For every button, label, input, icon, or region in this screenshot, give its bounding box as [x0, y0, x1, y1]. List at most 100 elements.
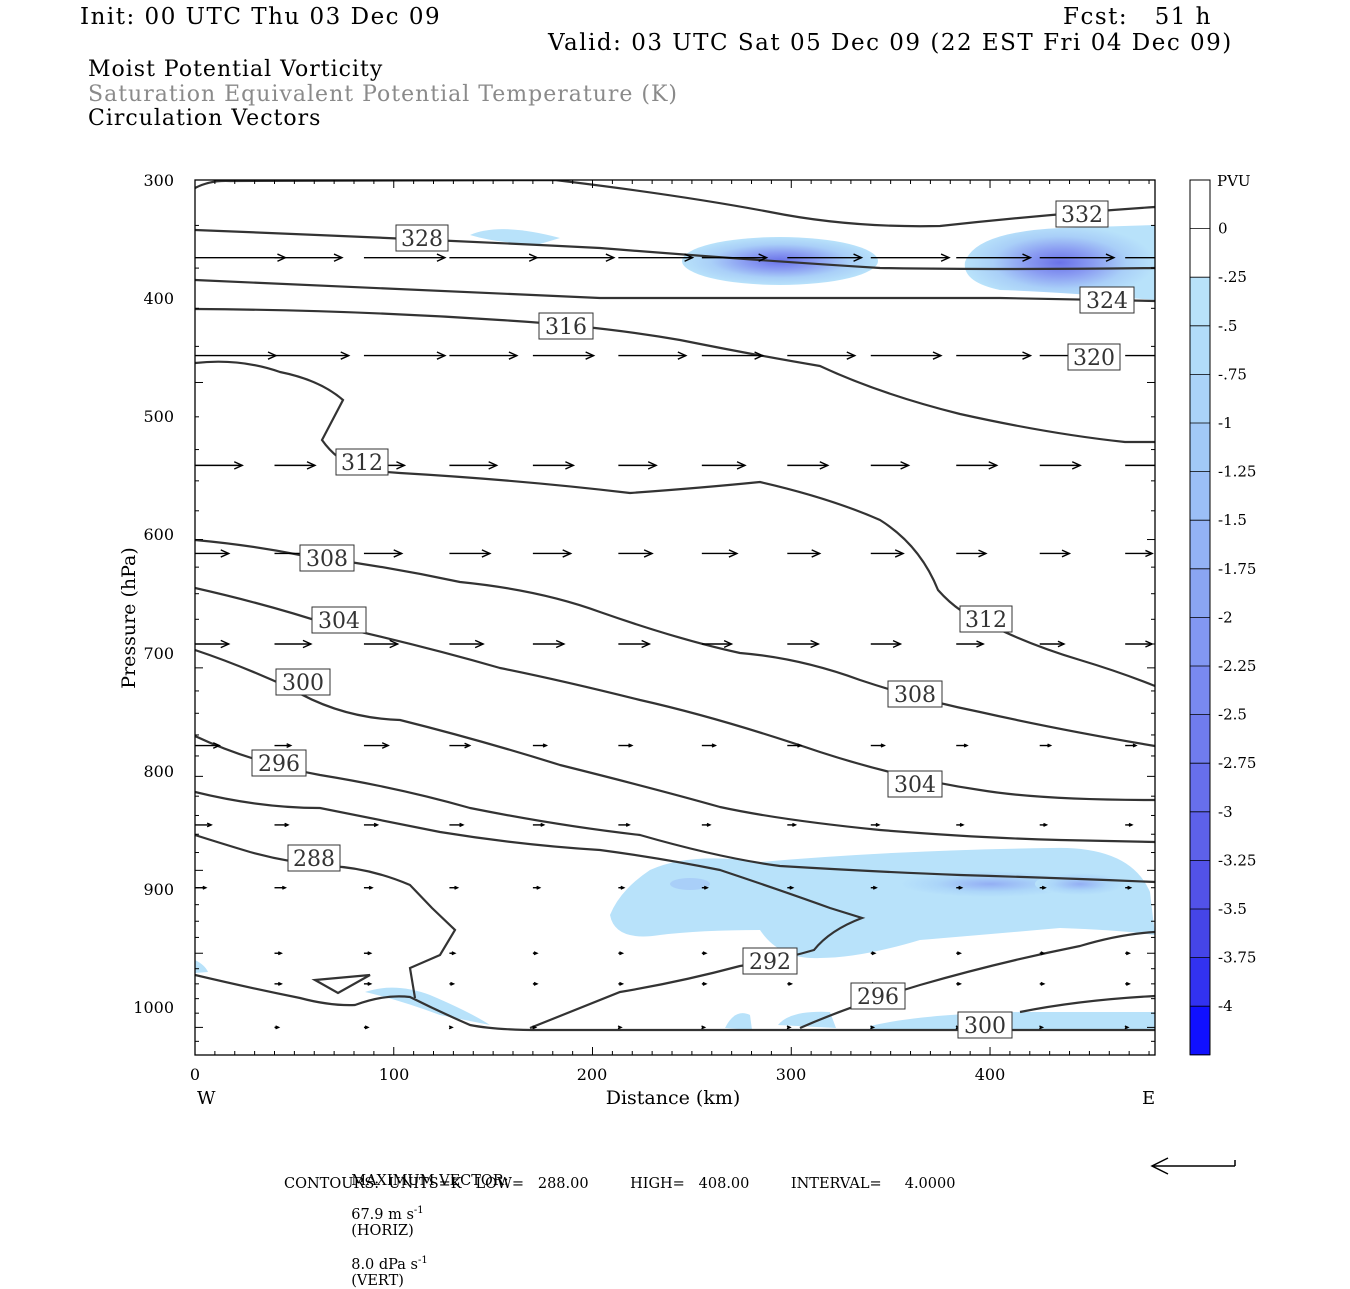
vector-arrow	[870, 1025, 876, 1030]
vector-arrow	[701, 1025, 707, 1030]
vector-arrow	[1125, 885, 1133, 890]
vector-arrow	[1125, 461, 1155, 470]
colorbar-swatch	[1190, 374, 1210, 424]
colorbar-label: -.5	[1218, 317, 1237, 335]
contour-332	[195, 180, 1155, 228]
vector-arrow	[1125, 354, 1155, 357]
vector-arrow	[701, 885, 709, 890]
colorbar-swatch	[1190, 325, 1210, 375]
vector-arrow	[449, 461, 499, 470]
vector-arrow	[701, 822, 712, 827]
colorbar-label: -3.25	[1218, 851, 1256, 869]
max-vector-label: MAXIMUM VECTOR:	[351, 1173, 509, 1189]
colorbar-swatch	[1190, 520, 1210, 570]
vector-arrow	[701, 549, 739, 558]
vector-arrow	[618, 253, 695, 262]
contour-label-group: 332 328 324 320 316 312 312 308 308 304 …	[251, 200, 1135, 1039]
y-tick-label: 600	[143, 525, 174, 544]
x-end-label-east: E	[1142, 1088, 1155, 1109]
colorbar-label: -3	[1218, 803, 1233, 821]
max-vert-tag: (VERT)	[351, 1272, 404, 1289]
contour-300	[195, 735, 1155, 884]
contour-300-lower	[1019, 994, 1155, 1014]
contour-label: 296	[857, 985, 899, 1010]
vector-arrow	[363, 549, 404, 558]
vector-arrow	[1125, 981, 1131, 986]
vector-arrow	[449, 885, 460, 890]
vector-arrow	[274, 351, 351, 360]
vector-arrow	[701, 461, 747, 470]
colorbar-label: -1	[1218, 414, 1233, 432]
max-vert-value: 8.0 dPa s	[351, 1256, 418, 1273]
vector-arrow	[274, 639, 313, 649]
vector-arrow	[449, 951, 457, 956]
colorbar-label: -2.75	[1218, 754, 1256, 772]
colorbar-swatch	[1190, 909, 1210, 959]
vector-arrow	[701, 640, 734, 648]
vector-arrow	[1039, 885, 1047, 890]
vector-arrow	[787, 549, 822, 558]
reference-arrow	[1150, 1157, 1236, 1175]
colorbar-swatch	[1190, 423, 1210, 473]
contour-label: 332	[1061, 203, 1103, 228]
vector-arrow	[195, 549, 231, 558]
vector-arrow	[274, 1025, 281, 1030]
colorbar-label: -2	[1218, 608, 1233, 626]
forecast-hour: Fcst: 51 h	[1063, 4, 1212, 30]
vector-arrow	[870, 885, 878, 890]
vector-arrow	[701, 951, 708, 956]
vector-arrow	[956, 822, 965, 827]
vector-arrow	[532, 1025, 538, 1030]
contour-label: 324	[1086, 289, 1128, 314]
contour-label: 296	[258, 752, 300, 777]
axis-ticks	[194, 179, 1155, 1056]
max-horiz-exp: -1	[413, 1205, 424, 1216]
vector-arrow	[449, 253, 539, 262]
colorbar-label: -3.5	[1218, 900, 1247, 918]
vector-arrow	[701, 981, 708, 986]
vector-arrow	[618, 639, 652, 649]
contour-info: CONTOURS: UNITS=K LOW= 288.00 HIGH= 408.…	[284, 1176, 956, 1192]
vector-arrow	[274, 461, 317, 470]
vector-arrow	[870, 253, 951, 262]
pv-region	[778, 1011, 836, 1028]
vector-arrow	[1125, 256, 1155, 259]
vector-arrow	[618, 885, 626, 890]
max-vert-exp: -1	[417, 1254, 428, 1266]
colorbar-label: -2.5	[1218, 706, 1247, 724]
contour-328	[195, 228, 1155, 271]
vector-arrow	[787, 981, 794, 986]
vector-arrow	[532, 639, 566, 649]
colorbar-label: -.75	[1218, 365, 1247, 383]
vector-arrow	[870, 640, 903, 648]
x-axis-label: Distance (km)	[606, 1087, 741, 1109]
y-axis-label: Pressure (hPa)	[118, 547, 140, 689]
vector-arrow	[870, 743, 886, 748]
vector-arrow	[956, 981, 962, 986]
title-pv: Moist Potential Vorticity	[88, 57, 384, 82]
vector-arrow	[195, 253, 288, 262]
colorbar-label: -1.75	[1218, 560, 1256, 578]
y-tick-label: 1000	[133, 998, 174, 1017]
chart: 332 328 324 320 316 312 312 308 308 304 …	[118, 171, 1256, 1175]
vector-arrow	[870, 351, 943, 360]
vector-arrow	[532, 253, 616, 262]
vector-arrow	[1125, 822, 1134, 827]
vector-arrow	[618, 951, 625, 956]
vector-arrow	[1039, 640, 1066, 648]
vector-arrow	[1039, 1025, 1045, 1030]
y-tick-label: 400	[143, 289, 174, 308]
vector-arrow	[1039, 461, 1082, 470]
vector-arrow	[701, 743, 718, 748]
valid-time: Valid: 03 UTC Sat 05 Dec 09 (22 EST Fri …	[548, 30, 1233, 56]
contour-296	[195, 790, 866, 1030]
colorbar-swatch	[1190, 277, 1210, 327]
pv-region	[670, 878, 710, 890]
vector-arrow	[274, 885, 288, 890]
vector-arrow	[956, 461, 999, 470]
vector-arrow	[787, 743, 803, 748]
vector-arrow	[195, 742, 222, 749]
y-tick-labels: 300 400 500 600 700 800 900 1000	[133, 171, 174, 1017]
vector-arrow	[449, 822, 465, 828]
vector-arrow	[532, 461, 576, 470]
